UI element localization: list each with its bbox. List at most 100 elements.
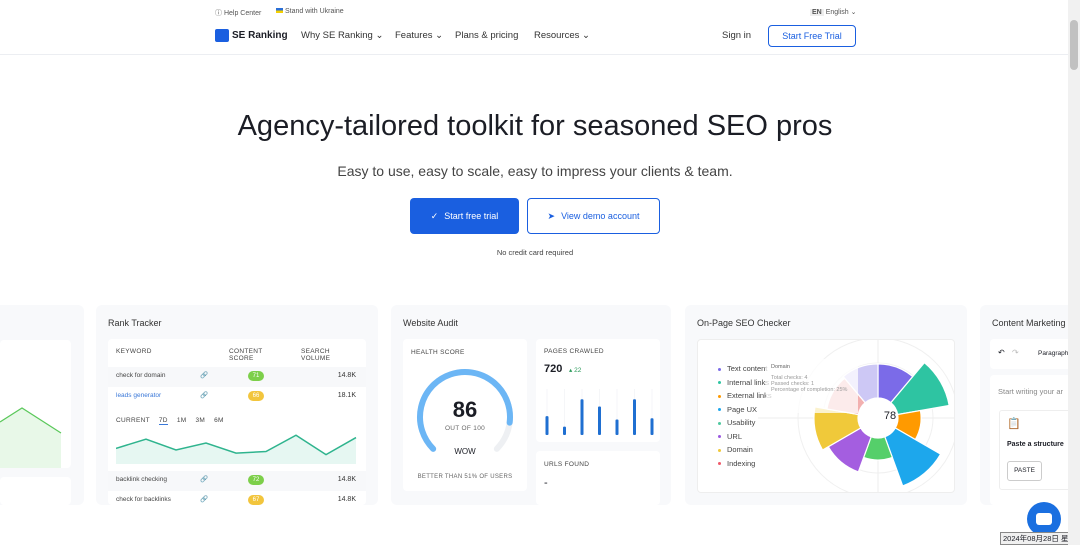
ukraine-link[interactable]: Stand with Ukraine — [276, 8, 344, 15]
onpage-chart-panel: Text content Internal links External links… — [697, 339, 955, 493]
legend-item: Domain — [718, 445, 753, 454]
tooltip-total: Total checks: 4 — [771, 375, 808, 381]
scrollbar-thumb[interactable] — [1070, 20, 1078, 70]
ukraine-label: Stand with Ukraine — [284, 8, 344, 15]
table-row[interactable]: backlink checking 🔗 72 14.8K — [108, 471, 366, 491]
pages-label: PAGES CRAWLED — [544, 348, 604, 355]
partial-panel — [0, 477, 71, 505]
help-label: Help Center — [223, 10, 262, 17]
period-current[interactable]: CURRENT — [116, 417, 150, 424]
bar — [545, 416, 549, 435]
ukraine-flag-icon — [276, 8, 283, 13]
legend-item: Indexing — [718, 459, 755, 468]
volume: 14.8K — [337, 496, 356, 503]
nav-why[interactable]: Why SE Ranking ⌄ — [301, 30, 384, 41]
chevron-down-icon: ⌄ — [850, 9, 857, 16]
undo-icon[interactable]: ↶ — [998, 348, 1005, 357]
paste-box: 📋 Paste a structure PASTE — [999, 410, 1080, 490]
help-center-link[interactable]: ⓘ Help Center — [215, 10, 262, 17]
editor-placeholder: Start writing your ar — [998, 387, 1064, 396]
rose-center-value: 78 — [883, 410, 897, 422]
nav-resources[interactable]: Resources ⌄ — [534, 30, 591, 41]
rose-segment[interactable] — [884, 427, 942, 487]
score-pill: 72 — [248, 475, 264, 485]
start-free-trial-hero-button[interactable]: ✓ Start free trial — [410, 198, 519, 234]
legend-item: External links — [718, 391, 772, 400]
link-icon[interactable]: 🔗 — [200, 496, 209, 503]
col-volume: SEARCH VOLUME — [301, 348, 331, 362]
link-icon[interactable]: 🔗 — [200, 392, 209, 399]
view-demo-button[interactable]: ➤ View demo account — [527, 198, 660, 234]
chat-icon — [1036, 513, 1052, 525]
bar — [598, 406, 601, 435]
col-keyword: KEYWORD — [116, 348, 152, 355]
hero-subtitle: Easy to use, easy to scale, easy to impr… — [337, 163, 733, 179]
card-title: Website Audit — [403, 318, 458, 328]
logo-text: SE Ranking — [232, 30, 288, 41]
nav-pricing[interactable]: Plans & pricing — [455, 30, 519, 41]
paste-button[interactable]: PASTE — [1007, 461, 1042, 481]
keyword: leads generator — [116, 392, 162, 399]
health-gauge — [417, 369, 513, 452]
check-circle-icon: ✓ — [430, 210, 439, 221]
pages-delta: 22 — [574, 367, 582, 374]
content-marketing-card: Content Marketing ↶ ↷ Paragraph Start wr… — [980, 305, 1080, 505]
table-row[interactable]: check for backlinks 🔗 67 14.8K — [108, 491, 366, 511]
period-6m[interactable]: 6M — [214, 417, 224, 424]
legend-item: Internal links — [718, 378, 769, 387]
card-title: On-Page SEO Checker — [697, 318, 791, 328]
link-icon[interactable]: 🔗 — [200, 476, 209, 483]
table-row[interactable]: leads generator 🔗 66 18.1K — [108, 387, 366, 407]
health-score: 86 — [452, 397, 478, 422]
onpage-seo-card: On-Page SEO Checker Text content Internal… — [685, 305, 967, 505]
partial-chart — [0, 340, 71, 468]
redo-icon[interactable]: ↷ — [1012, 348, 1019, 357]
wow-label: WOW — [454, 447, 476, 456]
health-score-panel: HEALTH SCORE 86 OUT OF 100 WOW BETTER TH… — [403, 339, 527, 491]
hero-title: Agency-tailored toolkit for seasoned SEO… — [237, 110, 833, 142]
logo[interactable]: SE Ranking — [215, 29, 288, 42]
table-row[interactable]: check for domain 🔗 71 14.8K — [108, 367, 366, 387]
legend-item: Page UX — [718, 405, 757, 414]
tooltip-pct: Percentage of completion: 25% — [771, 387, 848, 393]
trend-line — [116, 434, 357, 456]
tooltip-passed: Passed checks: 1 — [771, 381, 815, 387]
legend-item: Usability — [718, 418, 755, 427]
lang-code: EN — [810, 9, 824, 16]
paragraph-select[interactable]: Paragraph — [1038, 350, 1069, 357]
legend-item: Text content — [718, 364, 767, 373]
rose-segment[interactable] — [890, 361, 950, 416]
period-1m[interactable]: 1M — [176, 417, 187, 424]
sign-in-link[interactable]: Sign in — [722, 30, 752, 41]
bar — [580, 399, 584, 435]
send-icon: ➤ — [547, 210, 556, 221]
urls-found-panel: URLS FOUND - — [536, 451, 660, 505]
link-icon[interactable]: 🔗 — [200, 372, 209, 379]
start-free-trial-button[interactable]: Start Free Trial — [768, 25, 856, 47]
out-of: OUT OF 100 — [444, 425, 486, 432]
keyword: check for backlinks — [116, 496, 171, 503]
bar — [615, 419, 619, 435]
score-pill: 67 — [248, 495, 264, 505]
health-label: HEALTH SCORE — [411, 349, 465, 356]
nav-features[interactable]: Features ⌄ — [395, 30, 444, 41]
period-3m[interactable]: 3M — [195, 417, 206, 424]
lang-label: English — [825, 9, 849, 16]
volume: 14.8K — [337, 372, 356, 379]
urls-value: - — [544, 477, 548, 489]
score-pill: 66 — [248, 391, 264, 401]
tooltip-title: Domain — [771, 364, 790, 370]
chat-button[interactable] — [1027, 502, 1061, 536]
period-7d[interactable]: 7D — [158, 417, 168, 425]
editor-area[interactable]: Start writing your ar 📋 Paste a structur… — [990, 375, 1080, 505]
rank-tracker-card: Rank Tracker KEYWORD CONTENT SCORE SEARC… — [96, 305, 378, 505]
bar — [563, 426, 566, 435]
keyword: backlink checking — [116, 476, 167, 483]
scrollbar[interactable] — [1068, 0, 1080, 545]
better-than: BETTER THAN 51% OF USERS — [417, 474, 513, 480]
partial-card — [0, 305, 84, 505]
pages-bar-chart — [545, 389, 654, 435]
trend-area — [116, 435, 356, 464]
score-pill: 71 — [248, 371, 264, 381]
language-selector[interactable]: EN English ⌄ — [810, 8, 856, 16]
